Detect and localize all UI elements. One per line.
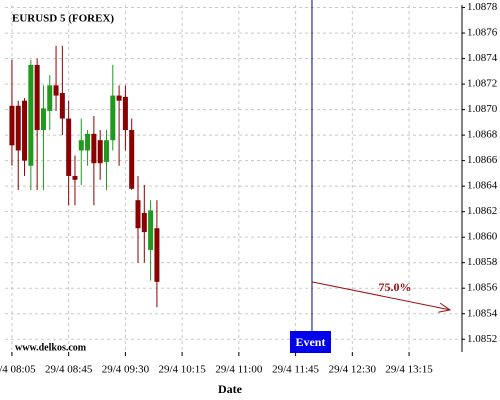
candle-body [47, 85, 53, 111]
watermark: www.delkos.com [15, 342, 87, 353]
candle-body [148, 210, 154, 250]
y-tick-label: 1.0862 [467, 205, 497, 217]
event-box [289, 331, 331, 353]
y-tick-label: 1.0860 [467, 231, 498, 243]
candle-body [40, 108, 46, 131]
candle-body [28, 64, 34, 166]
candle-body [91, 133, 97, 164]
x-tick-label: 29/4 09:30 [102, 364, 150, 376]
candle-body [53, 85, 59, 96]
arrow-head [438, 302, 452, 313]
candle-body [9, 105, 15, 146]
x-tick-label: 29/4 10:15 [158, 364, 206, 376]
y-tick-label: 1.0864 [467, 180, 498, 192]
candle-body [15, 105, 21, 151]
candle-body [129, 130, 135, 189]
candle-body [103, 140, 109, 162]
y-tick-label: 1.0852 [467, 333, 497, 345]
x-tick-label: 29/4 13:15 [385, 364, 433, 376]
candle-body [116, 95, 122, 101]
x-axis-label: Date [218, 382, 243, 396]
x-tick-label: 29/4 08:05 [0, 364, 36, 376]
y-tick-label: 1.0856 [467, 282, 498, 294]
candle-body [154, 228, 160, 282]
y-tick-label: 1.0874 [467, 52, 498, 64]
x-tick-label: 29/4 11:45 [272, 364, 319, 376]
y-tick-label: 1.0878 [467, 1, 498, 13]
candle-body [110, 95, 116, 141]
candle-body [78, 140, 84, 151]
projection-arrow [311, 281, 451, 311]
candle-body [97, 140, 103, 164]
event-label: Event [295, 335, 325, 349]
candle-body [72, 175, 78, 180]
y-tick-label: 1.0876 [467, 27, 498, 39]
candle-body [122, 96, 128, 131]
y-tick-label: 1.0854 [467, 307, 498, 319]
candle-body [34, 64, 40, 131]
y-tick-label: 1.0858 [467, 256, 498, 268]
candle-body [85, 133, 91, 151]
y-tick-label: 1.0866 [467, 154, 498, 166]
candle-body [135, 200, 141, 229]
y-tick-label: 1.0868 [467, 129, 498, 141]
chart-title: EURUSD 5 (FOREX) [12, 13, 114, 25]
x-tick-label: 29/4 08:45 [45, 364, 93, 376]
projection-probability: 75.0% [379, 280, 412, 294]
x-tick-label: 29/4 11:00 [215, 364, 262, 376]
candle-body [22, 100, 28, 161]
candle-body [66, 118, 72, 176]
y-tick-label: 1.0872 [467, 78, 497, 90]
candle-body [59, 93, 65, 119]
candle-body [141, 212, 147, 233]
y-tick-label: 1.0870 [467, 103, 498, 115]
x-tick-label: 29/4 12:30 [329, 364, 377, 376]
